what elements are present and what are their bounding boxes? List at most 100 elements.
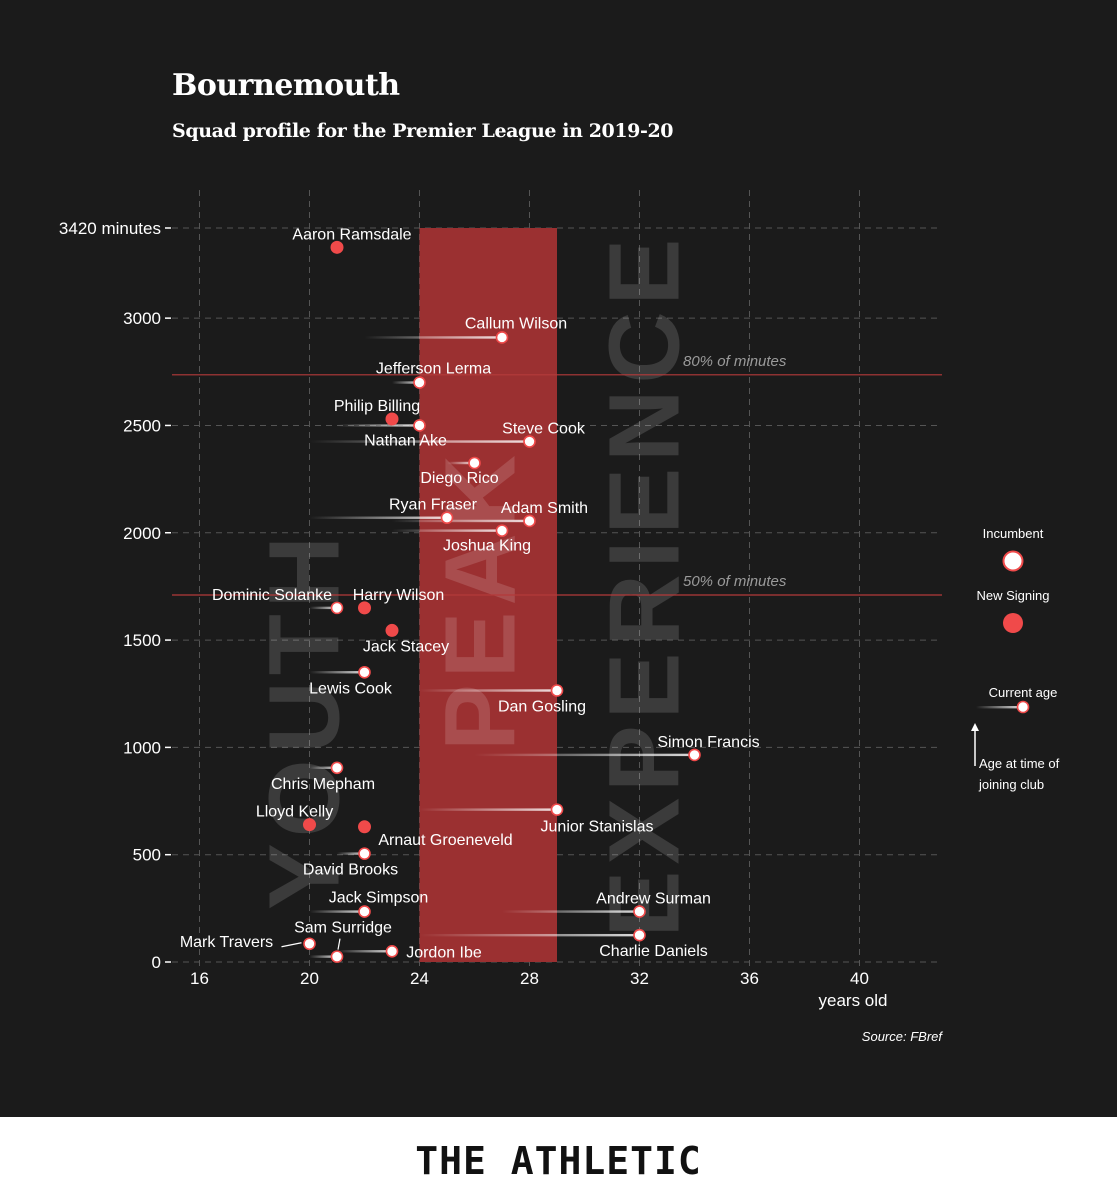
age-trail bbox=[337, 950, 392, 953]
x-tick-label: 36 bbox=[740, 969, 759, 988]
y-tick-label: 3000 bbox=[123, 309, 161, 328]
x-axis-label: years old bbox=[819, 991, 888, 1010]
chart-area: YOUTH PEAK EXPERIENCE 80% of minutes 50% of … bbox=[58, 68, 1060, 1044]
player-label: Callum Wilson bbox=[465, 315, 567, 332]
y-tick-label: 1000 bbox=[123, 738, 161, 757]
player-label: Harry Wilson bbox=[353, 587, 445, 604]
chart-subtitle: Squad profile for the Premier League in … bbox=[172, 120, 674, 142]
player-dot-new-signing bbox=[385, 623, 399, 637]
y-tick-label: 1500 bbox=[123, 631, 161, 650]
legend-arrow-head bbox=[971, 723, 979, 731]
player-label: Ryan Fraser bbox=[389, 497, 478, 514]
age-trail bbox=[392, 381, 420, 384]
legend-new-signing-label: New Signing bbox=[977, 588, 1050, 603]
player-dot-incumbent bbox=[330, 950, 344, 963]
player-dot-incumbent bbox=[688, 748, 701, 762]
player-label: Jefferson Lerma bbox=[376, 361, 491, 378]
player-dot-incumbent bbox=[330, 601, 344, 615]
zone-label-youth: YOUTH bbox=[248, 530, 360, 910]
player-label: Diego Rico bbox=[420, 470, 498, 487]
player-label: Philip Billing bbox=[334, 398, 420, 415]
player-dot-incumbent bbox=[330, 761, 344, 775]
legend-new-signing-dot bbox=[1003, 613, 1023, 633]
player-dot-incumbent bbox=[550, 684, 564, 697]
player-dot-incumbent bbox=[413, 419, 426, 432]
age-trail bbox=[419, 808, 557, 811]
zone-label-peak: PEAK bbox=[424, 449, 536, 751]
source-note: Source: FBref bbox=[862, 1029, 944, 1044]
player-dot-incumbent bbox=[633, 905, 646, 918]
player-label: David Brooks bbox=[303, 862, 398, 879]
player-label: Chris Mepham bbox=[271, 776, 375, 793]
player-dot-incumbent bbox=[633, 928, 646, 942]
player-label: Lloyd Kelly bbox=[256, 804, 333, 821]
player-dot-incumbent bbox=[495, 331, 509, 344]
x-tick-label: 32 bbox=[630, 969, 649, 988]
player-label: Dan Gosling bbox=[498, 699, 586, 716]
player-dot-incumbent bbox=[385, 944, 399, 958]
player-dot-incumbent bbox=[303, 937, 316, 951]
legend-current-age-dot bbox=[1016, 700, 1030, 714]
x-tick-label: 28 bbox=[520, 969, 539, 988]
player-label: Arnaut Groeneveld bbox=[378, 832, 512, 849]
age-trail bbox=[419, 933, 640, 937]
player-label: Charlie Daniels bbox=[599, 943, 708, 960]
age-trail bbox=[309, 955, 337, 958]
player-label: Mark Travers bbox=[180, 934, 273, 951]
player-dot-new-signing bbox=[330, 240, 344, 254]
legend-current-age-label: Current age bbox=[989, 685, 1058, 700]
age-trail bbox=[337, 852, 365, 855]
player-dot-incumbent bbox=[523, 514, 536, 528]
age-trail bbox=[309, 516, 447, 519]
age-trail bbox=[474, 753, 695, 757]
player-label: Nathan Ake bbox=[364, 432, 447, 449]
player-label: Simon Francis bbox=[657, 734, 759, 751]
legend-incumbent-label: Incumbent bbox=[983, 526, 1044, 541]
player-dot-new-signing bbox=[385, 412, 399, 426]
x-tick-label: 40 bbox=[850, 969, 869, 988]
player-label: Steve Cook bbox=[502, 421, 586, 438]
player-dot-incumbent bbox=[523, 435, 536, 448]
age-trail bbox=[309, 606, 337, 610]
player-dot-new-signing bbox=[303, 818, 316, 832]
age-trail bbox=[309, 910, 365, 913]
age-trail bbox=[502, 910, 640, 913]
player-label: Lewis Cook bbox=[309, 680, 393, 697]
player-dot-incumbent bbox=[358, 847, 371, 860]
footer: THE ATHLETIC bbox=[0, 1117, 1117, 1200]
chart-title: Bournemouth bbox=[172, 68, 400, 103]
reference-line-label: 80% of minutes bbox=[683, 353, 787, 370]
player-label: Jack Simpson bbox=[329, 890, 429, 907]
player-label: Jordon Ibe bbox=[406, 944, 482, 961]
label-leader-line bbox=[337, 938, 341, 950]
player-dot-new-signing bbox=[358, 820, 371, 834]
age-trail bbox=[447, 461, 475, 465]
y-tick-label: 0 bbox=[152, 953, 161, 972]
y-tick-label: 3420 minutes bbox=[59, 219, 161, 238]
age-trail bbox=[337, 424, 420, 427]
age-trail bbox=[392, 519, 530, 523]
y-tick-label: 500 bbox=[133, 846, 161, 865]
age-trail bbox=[392, 529, 502, 532]
player-label: Adam Smith bbox=[501, 500, 588, 517]
y-tick-label: 2500 bbox=[123, 416, 161, 435]
player-dot-incumbent bbox=[358, 905, 371, 918]
zone-label-experience: EXPERIENCE bbox=[588, 233, 700, 938]
player-label: Joshua King bbox=[443, 538, 531, 555]
age-trail bbox=[364, 336, 502, 339]
x-tick-label: 24 bbox=[410, 969, 429, 988]
player-label: Aaron Ramsdale bbox=[292, 226, 411, 243]
reference-line-label: 50% of minutes bbox=[683, 573, 787, 590]
x-tick-label: 16 bbox=[190, 969, 209, 988]
player-label: Sam Surridge bbox=[294, 920, 392, 937]
player-dot-incumbent bbox=[413, 376, 426, 389]
player-label: Dominic Solanke bbox=[212, 587, 332, 604]
age-trail bbox=[309, 671, 365, 674]
player-dot-incumbent bbox=[495, 524, 509, 537]
player-dot-incumbent bbox=[358, 665, 371, 679]
brand-logo: THE ATHLETIC bbox=[415, 1139, 702, 1183]
legend-incumbent-dot bbox=[1002, 550, 1024, 572]
x-tick-label: 20 bbox=[300, 969, 319, 988]
label-leader-line bbox=[281, 942, 302, 948]
